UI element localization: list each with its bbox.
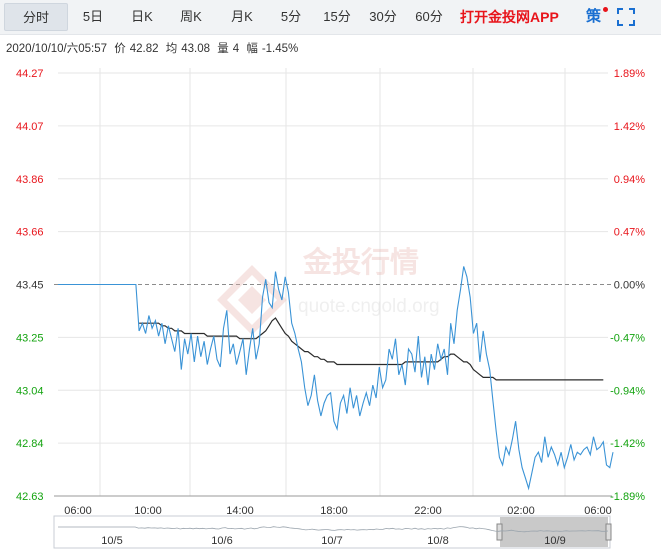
navigator-date-label: 10/8 — [427, 535, 448, 547]
tab-60min[interactable]: 60分 — [415, 9, 443, 24]
percent-tick-label: 1.89% — [614, 68, 645, 80]
toolbar: 分时 5日 日K 周K 月K 5分 15分 30分 60分 打开金投网APP 策 — [0, 0, 661, 35]
quote-datetime: 2020/10/10/六05:57 — [6, 43, 108, 55]
right-percent-axis: 1.89% 1.42% 0.94% 0.47% 0.00% -0.47% -0.94% -1.… — [610, 68, 645, 503]
time-tick-label: 06:00 — [584, 505, 612, 517]
price-tick-label: 43.66 — [16, 227, 44, 239]
percent-tick-label: 1.42% — [614, 121, 645, 133]
chart-series — [58, 266, 614, 491]
change-label: 幅 — [246, 43, 258, 55]
avg-label: 均 — [165, 43, 178, 55]
average-price-line — [139, 317, 604, 381]
time-tick-label: 10:00 — [134, 505, 162, 517]
tab-monthly-k[interactable]: 月K — [231, 9, 253, 24]
percent-tick-label: -1.42% — [610, 438, 645, 450]
tab-daily-k[interactable]: 日K — [131, 9, 153, 24]
tab-intraday[interactable]: 分时 — [4, 3, 68, 31]
fullscreen-icon[interactable] — [617, 8, 635, 26]
open-app-link[interactable]: 打开金投网APP — [460, 9, 559, 25]
price-line — [58, 266, 614, 491]
percent-tick-label: 0.94% — [614, 174, 645, 186]
watermark-text: 金投行情 — [302, 245, 419, 279]
notification-dot — [603, 7, 608, 12]
navigator-date-label: 10/9 — [544, 535, 565, 547]
navigator-left-handle[interactable] — [496, 523, 503, 541]
price-tick-label: 42.84 — [16, 438, 44, 450]
price-tick-label: 43.25 — [16, 332, 44, 344]
tab-5day[interactable]: 5日 — [82, 9, 104, 24]
navigator-right-handle[interactable] — [605, 523, 612, 541]
price-tick-label: 44.07 — [16, 121, 44, 133]
time-axis: 06:00 10:00 14:00 18:00 22:00 02:00 06:00 — [64, 505, 612, 517]
avg-value: 43.08 — [181, 43, 210, 55]
price-tick-label: 43.86 — [16, 174, 44, 186]
percent-tick-label: 0.00% — [614, 280, 645, 292]
price-label: 价 — [114, 43, 126, 55]
period-tabs: 分时 5日 日K 周K 月K 5分 15分 30分 60分 — [4, 3, 452, 31]
time-tick-label: 06:00 — [64, 505, 92, 517]
volume-value: 4 — [232, 43, 240, 55]
price-tick-label: 43.04 — [16, 385, 44, 397]
navigator-selection[interactable] — [500, 517, 608, 547]
strategy-button[interactable]: 策 — [586, 8, 602, 25]
time-tick-label: 02:00 — [507, 505, 535, 517]
time-tick-label: 18:00 — [320, 505, 348, 517]
tab-15min[interactable]: 15分 — [323, 9, 351, 24]
price-tick-label: 43.45 — [16, 280, 44, 292]
watermark-url: quote.cngold.org — [298, 296, 440, 317]
left-price-axis: 44.27 44.07 43.86 43.66 43.45 43.25 43.04 42.84… — [16, 68, 44, 503]
time-tick-label: 14:00 — [226, 505, 254, 517]
time-tick-label: 22:00 — [414, 505, 442, 517]
navigator-date-label: 10/6 — [211, 535, 232, 547]
percent-tick-label: -0.47% — [610, 332, 645, 344]
navigator-date-label: 10/5 — [101, 535, 122, 547]
percent-tick-label: 0.47% — [614, 227, 645, 239]
percent-tick-label: -1.89% — [610, 491, 645, 503]
price-tick-label: 42.63 — [16, 491, 44, 503]
tab-30min[interactable]: 30分 — [369, 9, 397, 24]
tab-weekly-k[interactable]: 周K — [180, 9, 202, 24]
navigator-date-label: 10/7 — [321, 535, 342, 547]
price-value: 42.82 — [129, 43, 159, 55]
navigator-line — [58, 526, 609, 533]
watermark: 金投行情 quote.cngold.org — [217, 245, 440, 335]
price-tick-label: 44.27 — [16, 68, 44, 80]
volume-label: 量 — [217, 43, 229, 55]
chart-grid — [54, 68, 612, 497]
change-value: -1.45% — [261, 43, 299, 55]
tab-5min[interactable]: 5分 — [280, 9, 302, 24]
range-navigator[interactable]: 10/5 10/6 10/7 10/8 10/9 — [53, 515, 612, 549]
percent-tick-label: -0.94% — [610, 385, 645, 397]
